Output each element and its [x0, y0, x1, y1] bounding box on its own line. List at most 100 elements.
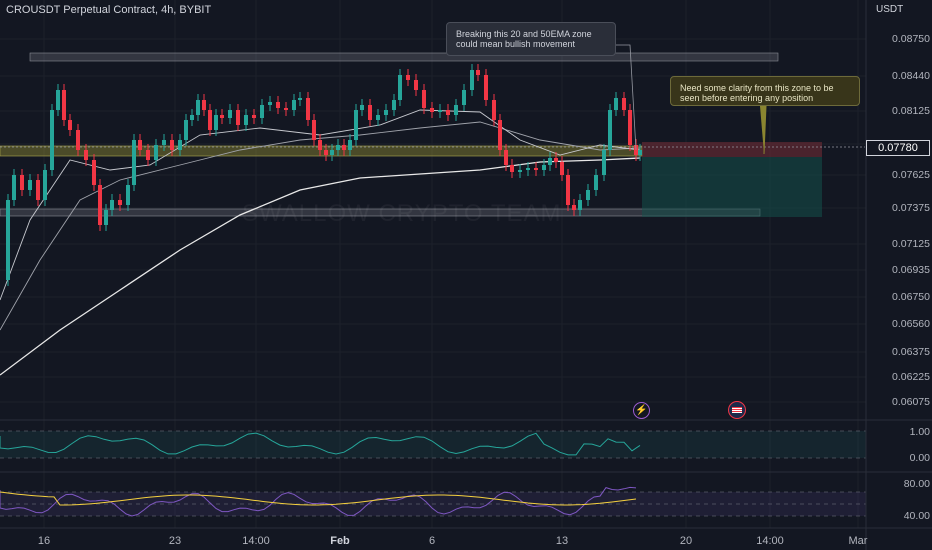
us-flag-icon[interactable]	[728, 401, 746, 419]
candle[interactable]	[470, 70, 474, 90]
candle[interactable]	[608, 110, 612, 150]
candle[interactable]	[638, 150, 642, 155]
candle[interactable]	[560, 162, 564, 175]
candle[interactable]	[504, 150, 508, 165]
candle[interactable]	[146, 150, 150, 160]
candle[interactable]	[76, 130, 80, 150]
candle[interactable]	[110, 200, 114, 210]
candle[interactable]	[554, 158, 558, 162]
candle[interactable]	[566, 175, 570, 205]
candle[interactable]	[236, 110, 240, 125]
candle[interactable]	[534, 168, 538, 170]
candle[interactable]	[208, 110, 212, 130]
candle[interactable]	[438, 110, 442, 112]
moving-average-line[interactable]	[0, 157, 641, 376]
candle[interactable]	[454, 105, 458, 115]
candle[interactable]	[628, 110, 632, 145]
candle[interactable]	[384, 110, 388, 115]
candle[interactable]	[510, 165, 514, 172]
candle[interactable]	[476, 70, 480, 75]
candle[interactable]	[92, 160, 96, 185]
candle[interactable]	[518, 170, 522, 172]
candle[interactable]	[154, 145, 158, 160]
candle[interactable]	[398, 75, 402, 100]
candle[interactable]	[306, 98, 310, 120]
annotation-note-clarity[interactable]: Need some clarity from this zone to be s…	[670, 76, 860, 106]
candle[interactable]	[244, 115, 248, 125]
candle[interactable]	[342, 145, 346, 150]
position-stop-zone[interactable]	[642, 142, 822, 157]
candle[interactable]	[526, 168, 530, 170]
candle[interactable]	[36, 180, 40, 200]
candle[interactable]	[132, 140, 136, 185]
candle[interactable]	[28, 180, 32, 190]
candle[interactable]	[84, 150, 88, 160]
candle[interactable]	[348, 140, 352, 150]
candle[interactable]	[492, 100, 496, 120]
resistance-zone-box[interactable]	[29, 52, 779, 62]
candle[interactable]	[228, 110, 232, 118]
candle[interactable]	[12, 175, 16, 200]
candle[interactable]	[548, 158, 552, 165]
candle[interactable]	[202, 100, 206, 110]
candle[interactable]	[312, 120, 316, 140]
candle[interactable]	[292, 100, 296, 110]
candle[interactable]	[414, 80, 418, 90]
candle[interactable]	[184, 120, 188, 140]
candle[interactable]	[50, 110, 54, 170]
candle[interactable]	[190, 115, 194, 120]
candle[interactable]	[138, 140, 142, 150]
rsi-line[interactable]	[0, 486, 637, 517]
candle[interactable]	[484, 75, 488, 100]
candle[interactable]	[298, 98, 302, 100]
candle[interactable]	[360, 105, 364, 110]
candle[interactable]	[104, 210, 108, 225]
candle[interactable]	[330, 150, 334, 155]
candle[interactable]	[324, 150, 328, 155]
candle[interactable]	[220, 115, 224, 118]
candle[interactable]	[98, 185, 102, 225]
candle[interactable]	[430, 108, 434, 112]
candle[interactable]	[336, 145, 340, 150]
position-target-zone[interactable]	[642, 157, 822, 217]
candle[interactable]	[498, 120, 502, 150]
candle[interactable]	[6, 200, 10, 280]
candle[interactable]	[56, 90, 60, 110]
candle[interactable]	[62, 90, 66, 120]
candle[interactable]	[162, 140, 166, 145]
candle[interactable]	[462, 90, 466, 105]
candle[interactable]	[214, 115, 218, 130]
candle[interactable]	[368, 105, 372, 120]
lightning-icon[interactable]: ⚡	[633, 402, 650, 419]
candle[interactable]	[276, 102, 280, 108]
candle[interactable]	[406, 75, 410, 80]
candle[interactable]	[586, 190, 590, 200]
annotation-note-ema[interactable]: Breaking this 20 and 50EMA zone could me…	[446, 22, 616, 56]
candle[interactable]	[43, 170, 47, 200]
candle[interactable]	[446, 110, 450, 115]
candle[interactable]	[614, 98, 618, 110]
candle[interactable]	[572, 205, 576, 210]
candle[interactable]	[376, 115, 380, 120]
candle[interactable]	[196, 100, 200, 115]
candle[interactable]	[20, 175, 24, 190]
candle[interactable]	[170, 140, 174, 150]
candle[interactable]	[392, 100, 396, 110]
candle[interactable]	[602, 150, 606, 175]
candle[interactable]	[594, 175, 598, 190]
moving-average-line[interactable]	[0, 121, 641, 331]
candle[interactable]	[126, 185, 130, 205]
candle[interactable]	[354, 110, 358, 140]
candle[interactable]	[68, 120, 72, 130]
candle[interactable]	[622, 98, 626, 110]
candle[interactable]	[542, 165, 546, 170]
candle[interactable]	[578, 200, 582, 210]
candle[interactable]	[268, 102, 272, 105]
candle[interactable]	[252, 115, 256, 118]
candlesticks[interactable]	[6, 64, 642, 286]
rsi-signal-line[interactable]	[0, 491, 637, 506]
candle[interactable]	[178, 140, 182, 150]
indicator1-line[interactable]	[0, 432, 641, 456]
